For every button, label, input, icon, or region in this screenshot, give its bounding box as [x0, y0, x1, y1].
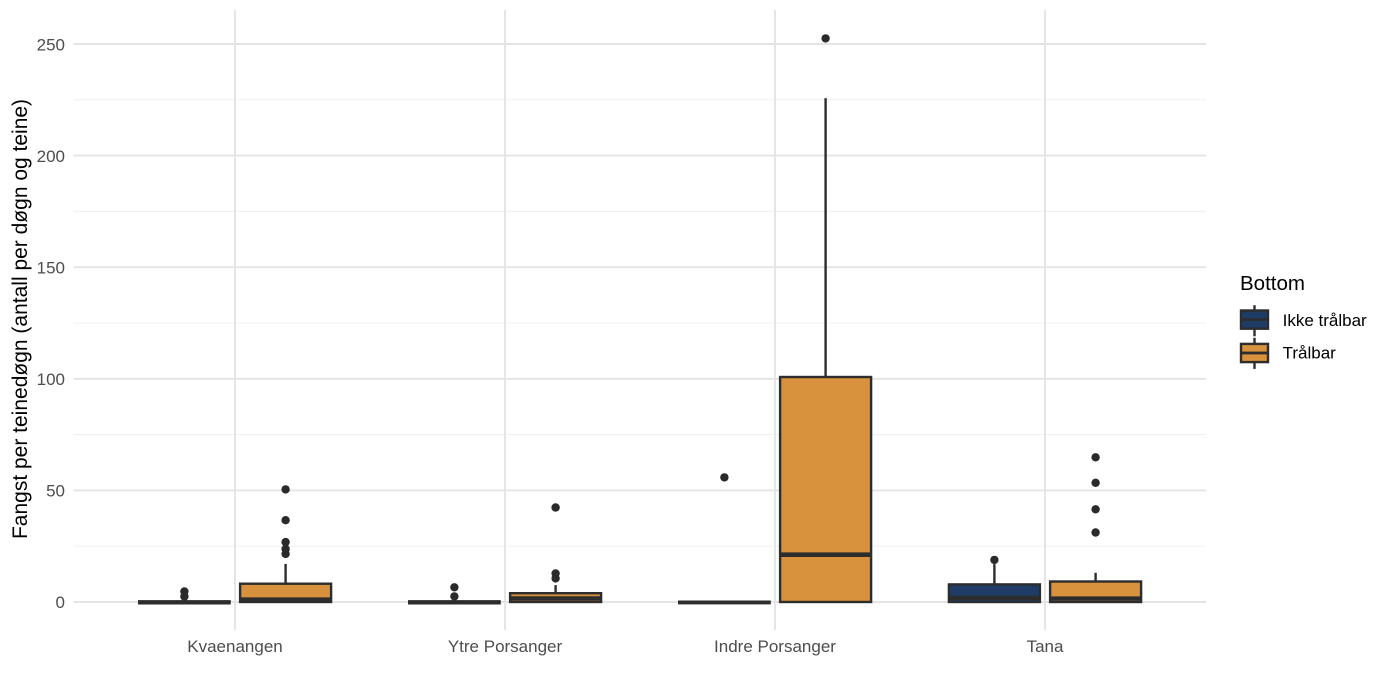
svg-text:Fangst per teinedøgn (antall p: Fangst per teinedøgn (antall per døgn og… [9, 99, 32, 539]
svg-text:Kvaenangen: Kvaenangen [187, 637, 282, 656]
svg-text:Bottom: Bottom [1240, 272, 1305, 295]
svg-text:50: 50 [46, 482, 65, 501]
svg-text:0: 0 [56, 593, 65, 612]
svg-text:200: 200 [37, 147, 65, 166]
svg-text:Indre Porsanger: Indre Porsanger [714, 637, 836, 656]
svg-text:150: 150 [37, 259, 65, 278]
svg-text:Trålbar: Trålbar [1283, 344, 1337, 363]
svg-text:Ytre Porsanger: Ytre Porsanger [448, 637, 563, 656]
svg-text:100: 100 [37, 370, 65, 389]
svg-text:Ikke trålbar: Ikke trålbar [1283, 311, 1367, 330]
svg-text:250: 250 [37, 35, 65, 54]
svg-text:Tana: Tana [1027, 637, 1064, 656]
